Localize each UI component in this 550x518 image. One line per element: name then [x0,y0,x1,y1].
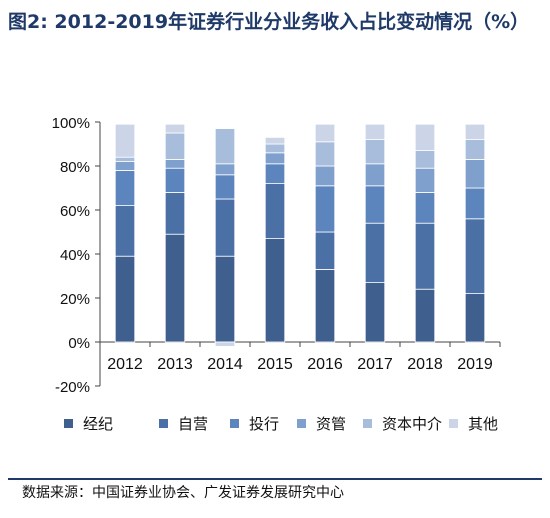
x-tick-label: 2015 [257,356,293,373]
legend-swatch [449,419,458,428]
legend-swatch [64,419,73,428]
legend-swatch [297,419,306,428]
y-tick-label: 20% [60,291,90,308]
bar-segment [264,238,286,343]
x-tick-label: 2019 [457,356,493,373]
x-tick-label: 2014 [207,356,243,373]
bar-segment [414,288,436,343]
bar-segment [464,158,486,189]
bar-segment [214,163,236,176]
bar-segment [114,161,136,171]
bar-segment [214,198,236,257]
bar-segment [314,165,336,187]
bar-segment [414,150,436,169]
y-tick-label: 80% [60,159,90,176]
chart-title: 图2: 2012-2019年证券行业分业务收入占比变动情况（%） [8,11,530,33]
bar-segment [114,156,136,162]
bar-segment [414,123,436,151]
bar-segment [264,152,286,165]
legend-label: 资本中介 [382,415,442,433]
legend-swatch [363,419,372,428]
source-divider [8,478,542,480]
bar-segment [264,183,286,240]
bar-segment [314,231,336,270]
bar-segment [264,163,286,185]
bar-segment [114,123,136,158]
source-note: 数据来源：中国证券业协会、广发证券发展研究中心 [22,485,344,501]
legend-swatch [159,419,168,428]
bar-segment [114,169,136,206]
bar-segment [314,123,336,143]
y-tick-label: -20% [55,379,90,396]
bar-segment [114,205,136,257]
y-tick-label: 60% [60,203,90,220]
bar-segment [164,167,186,193]
bar-segment [264,136,286,145]
bar-segment [464,293,486,343]
bar-segment [164,158,186,169]
bar-segment [364,185,386,224]
bar-segment [414,191,436,224]
bar-segment [214,341,236,347]
x-tick-label: 2016 [307,356,343,373]
legend-label: 自营 [178,415,208,433]
bar-segment [164,233,186,343]
bar-segment [464,218,486,295]
legend-swatch [230,419,239,428]
y-tick-label: 100% [52,115,90,132]
legend-label: 其他 [468,415,498,433]
bar-segment [314,268,336,343]
bar-segment [164,191,186,235]
bar-segment [464,139,486,160]
bar-segment [314,141,336,167]
bar-segment [114,255,136,343]
y-tick-label: 0% [68,335,90,352]
bar-segment [214,128,236,165]
legend-label: 投行 [249,415,279,433]
bar-segment [214,174,236,200]
bar-segment [364,123,386,140]
legend-label: 资管 [316,415,346,433]
bar-segment [464,123,486,140]
bar-segment [364,282,386,343]
x-tick-label: 2017 [357,356,393,373]
bar-segment [264,143,286,154]
y-tick-label: 40% [60,247,90,264]
bar-segment [464,187,486,220]
bar-segment [164,132,186,160]
bar-segment [314,185,336,233]
x-tick-label: 2012 [107,356,143,373]
bar-segment [414,167,436,193]
bar-segment [214,255,236,343]
x-tick-label: 2013 [157,356,193,373]
x-tick-label: 2018 [407,356,443,373]
bar-segment [364,139,386,165]
chart-plot: -20% 0% 20% 40% 60% 80% 100% 2012 2013 2014 2015 20… [52,115,501,433]
bar-segment [364,163,386,187]
bar-segment [414,222,436,290]
legend-label: 经纪 [83,415,113,433]
bar-segment [364,222,386,283]
bar-segment [164,123,186,134]
